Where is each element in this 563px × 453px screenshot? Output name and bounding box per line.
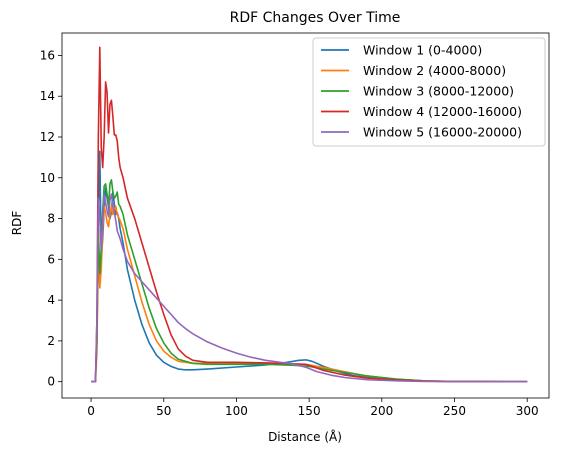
chart-title: RDF Changes Over Time [230, 10, 401, 26]
legend: Window 1 (0-4000) Window 2 (4000-8000) Win… [312, 37, 546, 147]
y-tick-label: 6 [47, 252, 55, 266]
y-axis-label: RDF [10, 211, 24, 236]
series-line-5 [91, 193, 528, 383]
axes-frame [61, 32, 550, 399]
y-tick-label: 10 [40, 171, 55, 185]
x-tick-label: 100 [225, 404, 248, 418]
legend-box [312, 37, 546, 147]
y-axis: 0 2 4 6 8 10 12 14 16 [40, 48, 62, 389]
x-tick-label: 250 [443, 404, 466, 418]
x-axis-label: Distance (Å) [268, 429, 342, 444]
legend-label-4: Window 4 (12000-16000) [363, 104, 522, 119]
legend-label-3: Window 3 (8000-12000) [363, 84, 514, 99]
y-tick-label: 2 [47, 334, 55, 348]
legend-label-5: Window 5 (16000-20000) [363, 125, 522, 140]
y-tick-label: 12 [40, 130, 55, 144]
series-line-4 [91, 46, 528, 383]
x-tick-label: 150 [298, 404, 321, 418]
y-tick-label: 16 [40, 48, 55, 62]
x-tick-label: 50 [156, 404, 171, 418]
x-axis: 0 50 100 150 200 250 300 [87, 398, 539, 418]
x-tick-label: 300 [516, 404, 539, 418]
legend-label-1: Window 1 (0-4000) [363, 43, 482, 58]
y-tick-label: 8 [47, 212, 55, 226]
x-tick-label: 0 [87, 404, 95, 418]
plot-area [91, 46, 528, 383]
y-tick-label: 0 [47, 375, 55, 389]
y-tick-label: 14 [40, 89, 55, 103]
legend-label-2: Window 2 (4000-8000) [363, 63, 506, 78]
y-tick-label: 4 [47, 293, 55, 307]
x-tick-label: 200 [370, 404, 393, 418]
